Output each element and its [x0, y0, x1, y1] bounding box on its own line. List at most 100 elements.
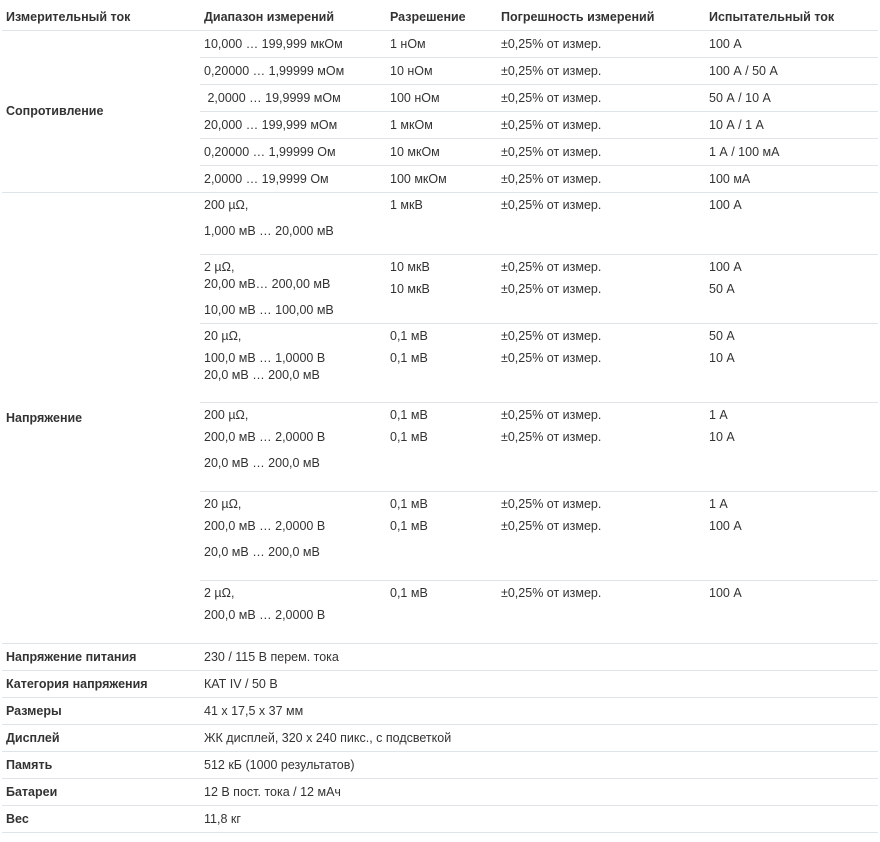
- spec-row-category: Категория напряжения КАТ IV / 50 В: [2, 670, 878, 698]
- accuracy-line: ±0,25% от измер.: [501, 519, 602, 533]
- resolution-line: 0,1 мВ: [390, 351, 428, 365]
- resolution-line: 10 мкВ: [390, 282, 430, 296]
- range-cell: 10,000 … 199,999 мкОм: [200, 30, 386, 58]
- current-cell: 1 А 10 А: [705, 402, 878, 492]
- spec-label: Категория напряжения: [2, 670, 200, 698]
- range-line: 2 µΩ,: [204, 586, 235, 600]
- header-test-current: Испытательный ток: [705, 3, 878, 31]
- range-cell: 200 µΩ, 1,000 мВ … 20,000 мВ: [200, 192, 386, 255]
- accuracy-cell: ±0,25% от измер.: [497, 192, 705, 255]
- spec-value: ЖК дисплей, 320 x 240 пикс., с подсветко…: [200, 724, 878, 752]
- header-range: Диапазон измерений: [200, 3, 386, 31]
- resistance-row: 0,20000 … 1,99999 Ом 10 мкОм ±0,25% от и…: [2, 138, 878, 166]
- spec-row-power: Напряжение питания 230 / 115 В перем. то…: [2, 643, 878, 671]
- spec-label: Напряжение питания: [2, 643, 200, 671]
- resolution-cell: 0,1 мВ 0,1 мВ: [386, 491, 497, 581]
- accuracy-line: ±0,25% от измер.: [501, 260, 602, 274]
- resolution-cell: 10 нОм: [386, 57, 497, 85]
- resolution-line: 0,1 мВ: [390, 430, 428, 444]
- accuracy-cell: ±0,25% от измер. ±0,25% от измер.: [497, 323, 705, 403]
- accuracy-cell: ±0,25% от измер.: [497, 165, 705, 193]
- range-line: 200 µΩ,: [204, 198, 249, 212]
- resolution-line: 0,1 мВ: [390, 586, 428, 600]
- current-cell: 100 мА: [705, 165, 878, 193]
- spec-value: 11,8 кг: [200, 805, 878, 833]
- current-line: 100 А: [709, 519, 742, 533]
- accuracy-cell: ±0,25% от измер.: [497, 30, 705, 58]
- accuracy-line: ±0,25% от измер.: [501, 430, 602, 444]
- resistance-row: 2,0000 … 19,9999 Ом 100 мкОм ±0,25% от и…: [2, 165, 878, 193]
- voltage-label: Напряжение: [2, 192, 200, 644]
- resistance-row: 0,20000 … 1,99999 мОм 10 нОм ±0,25% от и…: [2, 57, 878, 85]
- voltage-row: Напряжение 200 µΩ, 1,000 мВ … 20,000 мВ …: [2, 192, 878, 644]
- header-accuracy: Погрешность измерений: [497, 3, 705, 31]
- current-cell: 50 А / 10 А: [705, 84, 878, 112]
- resistance-row: 20,000 … 199,999 мОм 1 мкОм ±0,25% от из…: [2, 111, 878, 139]
- range-cell: 20 µΩ, 100,0 мВ … 1,0000 В 20,0 мВ … 200…: [200, 323, 386, 403]
- spec-label: Вес: [2, 805, 200, 833]
- current-line: 50 А: [709, 282, 735, 296]
- accuracy-line: ±0,25% от измер.: [501, 497, 602, 511]
- spec-row-display: Дисплей ЖК дисплей, 320 x 240 пикс., с п…: [2, 724, 878, 752]
- range-line: 20,0 мВ … 200,0 мВ: [204, 368, 320, 382]
- voltage-row: 200 µΩ, 200,0 мВ … 2,0000 В 20,0 мВ … 20…: [2, 402, 878, 492]
- resolution-cell: 0,1 мВ: [386, 580, 497, 644]
- range-line: 200 µΩ,: [204, 408, 249, 422]
- accuracy-cell: ±0,25% от измер.: [497, 111, 705, 139]
- accuracy-line: ±0,25% от измер.: [501, 586, 602, 600]
- resolution-line: 0,1 мВ: [390, 497, 428, 511]
- spec-value: 12 В пост. тока / 12 мАч: [200, 778, 878, 806]
- current-cell: 100 А: [705, 30, 878, 58]
- current-line: 10 А: [709, 430, 735, 444]
- voltage-row: 20 µΩ, 100,0 мВ … 1,0000 В 20,0 мВ … 200…: [2, 323, 878, 403]
- spec-row-weight: Вес 11,8 кг: [2, 805, 878, 833]
- accuracy-cell: ±0,25% от измер. ±0,25% от измер.: [497, 402, 705, 492]
- range-line: 20,0 мВ … 200,0 мВ: [204, 456, 320, 470]
- resolution-cell: 1 нОм: [386, 30, 497, 58]
- resolution-cell: 10 мкОм: [386, 138, 497, 166]
- accuracy-line: ±0,25% от измер.: [501, 329, 602, 343]
- accuracy-line: ±0,25% от измер.: [501, 198, 602, 212]
- resolution-cell: 100 мкОм: [386, 165, 497, 193]
- voltage-row: 2 µΩ, 20,00 мВ… 200,00 мВ 10,00 мВ … 100…: [2, 254, 878, 324]
- accuracy-cell: ±0,25% от измер.: [497, 138, 705, 166]
- resolution-cell: 1 мкВ: [386, 192, 497, 255]
- resolution-line: 0,1 мВ: [390, 329, 428, 343]
- accuracy-cell: ±0,25% от измер.: [497, 84, 705, 112]
- current-line: 100 А: [709, 260, 742, 274]
- range-line: 20,0 мВ … 200,0 мВ: [204, 545, 320, 559]
- resolution-cell: 0,1 мВ 0,1 мВ: [386, 402, 497, 492]
- range-line: 20 µΩ,: [204, 497, 242, 511]
- spec-value: КАТ IV / 50 В: [200, 670, 878, 698]
- spec-label: Память: [2, 751, 200, 779]
- spec-label: Размеры: [2, 697, 200, 725]
- range-cell: 200 µΩ, 200,0 мВ … 2,0000 В 20,0 мВ … 20…: [200, 402, 386, 492]
- spec-row-memory: Память 512 кБ (1000 результатов): [2, 751, 878, 779]
- range-cell: 20 µΩ, 200,0 мВ … 2,0000 В 20,0 мВ … 200…: [200, 491, 386, 581]
- current-line: 50 А: [709, 329, 735, 343]
- header-row: Измерительный ток Диапазон измерений Раз…: [2, 3, 878, 31]
- resolution-cell: 0,1 мВ 0,1 мВ: [386, 323, 497, 403]
- accuracy-cell: ±0,25% от измер.: [497, 57, 705, 85]
- current-cell: 100 А / 50 А: [705, 57, 878, 85]
- range-line: 200,0 мВ … 2,0000 В: [204, 519, 326, 533]
- accuracy-line: ±0,25% от измер.: [501, 408, 602, 422]
- resistance-row: Сопротивление 10,000 … 199,999 мкОм 1 нО…: [2, 30, 878, 193]
- resolution-cell: 1 мкОм: [386, 111, 497, 139]
- range-cell: 2 µΩ, 20,00 мВ… 200,00 мВ 10,00 мВ … 100…: [200, 254, 386, 324]
- spec-value: 512 кБ (1000 результатов): [200, 751, 878, 779]
- resistance-row: 2,0000 … 19,9999 мОм 100 нОм ±0,25% от и…: [2, 84, 878, 112]
- range-cell: 0,20000 … 1,99999 Ом: [200, 138, 386, 166]
- resolution-cell: 100 нОм: [386, 84, 497, 112]
- voltage-row: 20 µΩ, 200,0 мВ … 2,0000 В 20,0 мВ … 200…: [2, 491, 878, 581]
- accuracy-cell: ±0,25% от измер. ±0,25% от измер.: [497, 491, 705, 581]
- range-line: 200,0 мВ … 2,0000 В: [204, 608, 326, 622]
- header-quantity: Измерительный ток: [2, 3, 200, 31]
- current-line: 100 А: [709, 586, 742, 600]
- current-line: 100 А: [709, 198, 742, 212]
- current-cell: 100 А 50 А: [705, 254, 878, 324]
- current-cell: 1 А 100 А: [705, 491, 878, 581]
- spec-value: 230 / 115 В перем. тока: [200, 643, 878, 671]
- current-line: 1 А: [709, 408, 728, 422]
- resolution-cell: 10 мкВ 10 мкВ: [386, 254, 497, 324]
